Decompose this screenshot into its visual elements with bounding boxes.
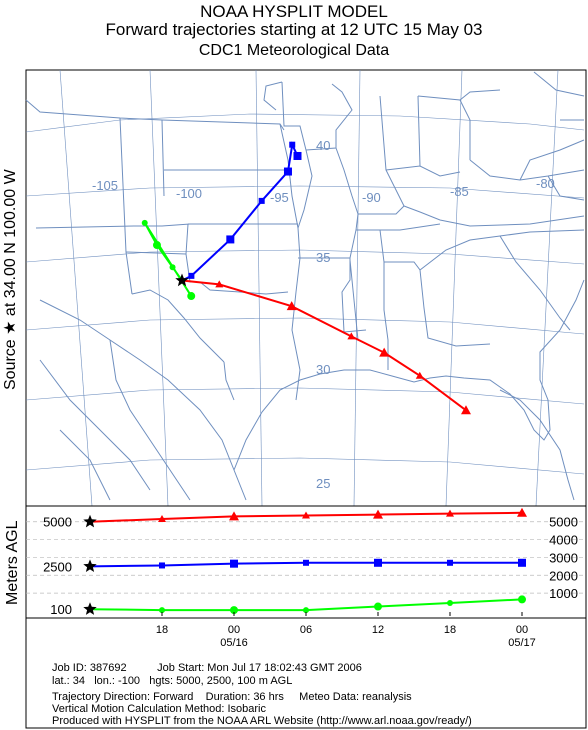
lon-label: -100	[176, 186, 202, 201]
right-height-tick: 4000	[549, 533, 578, 548]
lat-label: 35	[316, 250, 330, 265]
trajectory-point	[517, 507, 527, 517]
lat-label: 40	[316, 138, 330, 153]
right-height-tick: 2000	[549, 568, 578, 583]
credit-line: Produced with HYSPLIT from the NOAA ARL …	[52, 715, 472, 727]
time-tick-label: 12	[372, 624, 384, 636]
trajectory-point	[158, 515, 166, 523]
vertical-motion-line: Vertical Motion Calculation Method: Isob…	[52, 703, 266, 715]
trajectory-point	[215, 280, 224, 288]
trajectory-point	[447, 599, 453, 606]
trajectory-point	[230, 606, 238, 615]
left-height-tick: 100	[50, 602, 72, 617]
trajectory-point	[373, 509, 383, 519]
trajectory-point	[379, 347, 390, 357]
time-tick-label: 18	[156, 624, 168, 636]
trajectory-point	[159, 562, 165, 569]
trajectory-point	[286, 301, 297, 311]
trajectory-point	[446, 509, 454, 517]
lon-label: -105	[92, 178, 118, 193]
right-height-tick: 3000	[549, 550, 578, 565]
job-info-line: Job ID: 387692 Job Start: Mon Jul 17 18:…	[52, 662, 362, 674]
lat-label: 25	[316, 476, 330, 491]
left-height-tick: 5000	[43, 515, 72, 530]
lon-label: -95	[270, 190, 289, 205]
trajectory-point	[230, 559, 238, 568]
trajectory-point	[152, 241, 161, 250]
time-tick-label: 18	[444, 624, 456, 636]
lon-label: -80	[536, 176, 555, 191]
trajectory-point	[447, 559, 453, 566]
time-tick-label: 00	[228, 624, 240, 636]
trajectory-point	[229, 511, 239, 521]
height-profiles	[83, 507, 527, 615]
source-star	[83, 602, 97, 615]
trajectory-point	[460, 405, 471, 415]
trajectory-info-line: Trajectory Direction: Forward Duration: …	[52, 691, 412, 703]
trajectory-point	[141, 219, 148, 226]
time-tick-label: 06	[300, 624, 312, 636]
trajectory-point	[226, 235, 235, 244]
trajectory-point	[374, 558, 382, 567]
height-tick-labels: 5000 2500 100 5000 4000 3000 2000 1000	[43, 515, 578, 618]
trajectory-point	[518, 558, 526, 567]
trajectory-point	[169, 264, 176, 271]
model-title: NOAA HYSPLIT MODEL	[200, 2, 388, 21]
trajectory-point	[303, 559, 309, 566]
trajectory-point	[258, 197, 265, 204]
trajectory-point	[289, 141, 296, 148]
right-height-tick: 5000	[549, 515, 578, 530]
trajectory-point	[159, 607, 165, 614]
source-star	[175, 273, 189, 287]
trajectory-point	[187, 292, 196, 301]
lon-label: -85	[450, 184, 469, 199]
trajectory-point	[518, 595, 526, 604]
state-boundaries	[25, 71, 585, 501]
trajectory-2500	[181, 141, 299, 282]
lat-lon-grid	[25, 69, 585, 507]
trajectory-point	[188, 272, 195, 279]
trajectory-point	[347, 332, 356, 340]
trajectory-point	[303, 607, 309, 614]
lat-label: 30	[316, 362, 330, 377]
source-star	[83, 514, 97, 528]
right-height-tick: 1000	[549, 586, 578, 601]
lon-label: -90	[362, 190, 381, 205]
left-height-tick: 2500	[43, 559, 72, 574]
graticule-labels: -105 -100 -95 -90 -85 -80 40 35 30 25	[92, 138, 555, 491]
date-label: 05/16	[220, 637, 248, 649]
trajectory-lines	[141, 141, 471, 415]
height-gridlines	[26, 521, 586, 594]
run-title: Forward trajectories starting at 12 UTC …	[105, 20, 483, 39]
trajectory-point	[415, 371, 424, 379]
trajectory-point	[293, 151, 302, 160]
source-star	[83, 559, 97, 572]
trajectory-point	[374, 602, 382, 611]
footer-frame	[25, 617, 587, 729]
release-info-line: lat.: 34 lon.: -100 hgts: 5000, 2500, 10…	[52, 675, 293, 687]
time-tick-label: 00	[516, 624, 528, 636]
date-label: 05/17	[508, 637, 536, 649]
data-source-title: CDC1 Meteorological Data	[198, 42, 390, 59]
trajectory-point	[283, 167, 292, 176]
trajectory-100	[143, 222, 193, 297]
trajectory-point	[302, 511, 310, 519]
